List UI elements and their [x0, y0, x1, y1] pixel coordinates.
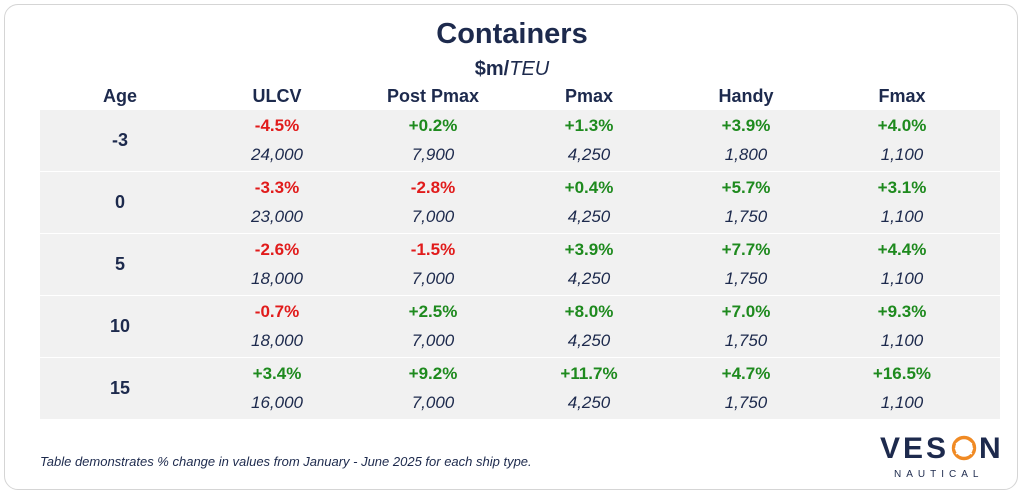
value-cell: 4,250 [567, 331, 611, 350]
subtitle-unit: $m/ [474, 58, 510, 80]
column-header-post-pmax: Post Pmax [386, 86, 480, 106]
value-cell: 1,100 [880, 393, 924, 412]
pct-change-cell: +9.2% [408, 364, 458, 383]
column-header-row: Age ULCV Post Pmax Pmax Handy Fmax [40, 86, 1000, 108]
age-cell: 15 [109, 378, 131, 398]
value-cell: 4,250 [567, 207, 611, 226]
pct-change-cell: +3.4% [252, 364, 302, 383]
pct-change-cell: +1.3% [564, 116, 614, 135]
subtitle-unit-italic: TEU [509, 58, 550, 80]
column-header-fmax: Fmax [878, 86, 926, 106]
pct-change-cell: +3.9% [564, 240, 614, 259]
pct-change-cell: +8.0% [564, 302, 614, 321]
pct-change-cell: +7.0% [721, 302, 771, 321]
age-cell: 5 [114, 254, 125, 274]
logo-subtext: NAUTICAL [894, 469, 984, 480]
pct-change-cell: +4.0% [877, 116, 927, 135]
value-cell: 1,100 [880, 331, 924, 350]
value-cell: 1,750 [724, 269, 768, 288]
orange-ring-o-icon [951, 435, 977, 461]
value-cell: 18,000 [251, 269, 303, 288]
logo-word-right: N [979, 432, 1004, 465]
pct-change-cell: +9.3% [877, 302, 927, 321]
value-cell: 16,000 [251, 393, 303, 412]
pct-change-cell: +11.7% [560, 364, 618, 383]
value-cell: 23,000 [251, 207, 303, 226]
age-cell: 0 [114, 192, 125, 212]
value-cell: 1,750 [724, 331, 768, 350]
pct-change-cell: -0.7% [254, 302, 300, 321]
logo-wordmark: VES N [880, 432, 1004, 466]
value-cell: 7,000 [411, 393, 455, 412]
pct-change-cell: -2.6% [254, 240, 300, 259]
pct-change-cell: +5.7% [721, 178, 771, 197]
value-cell: 4,250 [567, 393, 611, 412]
pct-change-cell: +7.7% [721, 240, 771, 259]
pct-change-cell: -3.3% [254, 178, 300, 197]
value-cell: 4,250 [567, 145, 611, 164]
column-header-pmax: Pmax [564, 86, 614, 106]
age-cell: -3 [111, 130, 128, 150]
column-header-age: Age [102, 86, 137, 106]
column-header-handy: Handy [718, 86, 774, 106]
pct-change-cell: +16.5% [872, 364, 932, 383]
pct-change-cell: -4.5% [254, 116, 300, 135]
footnote: Table demonstrates % change in values fr… [40, 454, 532, 469]
pct-change-cell: +4.4% [877, 240, 927, 259]
value-cell: 1,750 [724, 207, 768, 226]
column-header-ulcv: ULCV [252, 86, 302, 106]
table-row: -3 -4.5% +0.2% +1.3% +3.9% +4.0% 24,000 7,900 4,… [40, 110, 1000, 171]
table-row: 0 -3.3% -2.8% +0.4% +5.7% +3.1% 23,000 7,000 4,2… [40, 172, 1000, 233]
table-row: 10 -0.7% +2.5% +8.0% +7.0% +9.3% 18,000 7,000 4,… [40, 296, 1000, 357]
pct-change-cell: +2.5% [408, 302, 458, 321]
value-cell: 1,100 [880, 145, 924, 164]
chart-subtitle: $m/TEU [0, 58, 1024, 81]
veson-logo: VES N NAUTICAL [880, 432, 1004, 482]
table-row: 15 +3.4% +9.2% +11.7% +4.7% +16.5% 16,000 7,000… [40, 358, 1000, 419]
pct-change-cell: +4.7% [721, 364, 771, 383]
chart-title: Containers [436, 18, 588, 50]
value-cell: 1,750 [724, 393, 768, 412]
age-cell: 10 [109, 316, 131, 336]
value-cell: 1,100 [880, 207, 924, 226]
value-cell: 7,900 [411, 145, 455, 164]
pct-change-cell: -1.5% [410, 240, 456, 259]
value-cell: 7,000 [411, 207, 455, 226]
value-cell: 1,800 [724, 145, 768, 164]
value-cell: 7,000 [411, 269, 455, 288]
table-row: 5 -2.6% -1.5% +3.9% +7.7% +4.4% 18,000 7,000 4,2… [40, 234, 1000, 295]
value-cell: 1,100 [880, 269, 924, 288]
pct-change-cell: +3.9% [721, 116, 771, 135]
value-cell: 7,000 [411, 331, 455, 350]
pct-change-cell: -2.8% [410, 178, 456, 197]
value-cell: 4,250 [567, 269, 611, 288]
value-cell: 18,000 [251, 331, 303, 350]
pct-change-cell: +3.1% [877, 178, 927, 197]
logo-word-left: VES [880, 432, 950, 465]
pct-change-cell: +0.2% [408, 116, 458, 135]
value-cell: 24,000 [251, 145, 303, 164]
pct-change-cell: +0.4% [564, 178, 614, 197]
